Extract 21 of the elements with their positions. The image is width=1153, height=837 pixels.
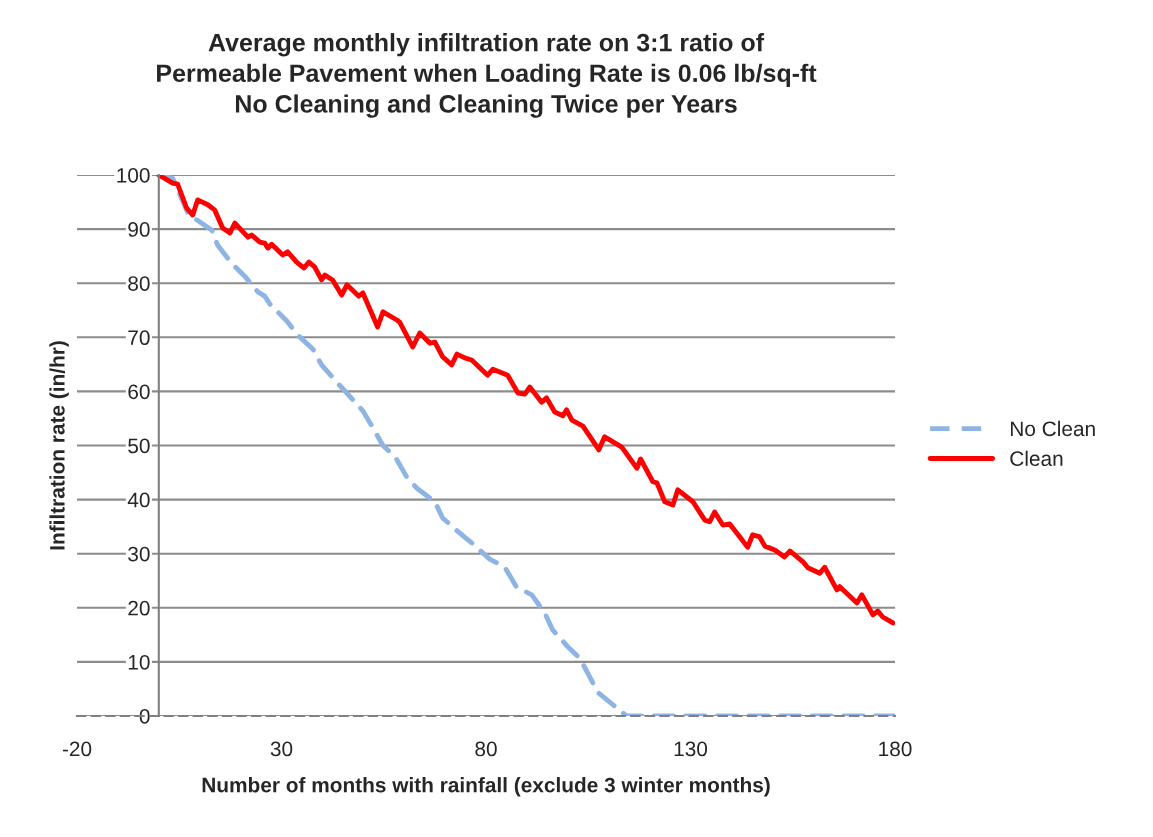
x-tick-label: 30 [270, 741, 293, 757]
y-tick-label: 100 [117, 168, 150, 183]
y-tick-label: 10 [128, 654, 150, 670]
x-tick-label: -20 [62, 741, 92, 757]
y-tick-label: 80 [128, 276, 150, 291]
legend-label: Clean [1010, 450, 1063, 467]
y-axis-title: Infiltration rate (in/hr) [49, 341, 69, 550]
x-tick-label: 130 [674, 741, 708, 757]
chart-title: Average monthly infiltration rate on 3:1 ratio of Permeable Pavement when Loading Rate is 0.06 lb/sq-ft No Cleaning and Cleaning Twice per Years [157, 33, 817, 118]
y-tick-label: 50 [128, 438, 150, 454]
x-axis-title: Number of months with rainfall (exclude 3 winter months) [202, 777, 770, 797]
y-tick-label: 70 [128, 330, 150, 346]
y-tick-label: 60 [128, 384, 150, 400]
line-series [156, 175, 895, 626]
y-tick-label: 20 [128, 600, 150, 616]
x-tick-label: 80 [475, 741, 497, 757]
y-tick-label: 90 [128, 222, 150, 237]
y-tick-label: 30 [128, 546, 150, 562]
legend-label: No Clean [1010, 420, 1095, 437]
x-tick-label: 180 [879, 741, 912, 757]
y-tick-label: 40 [127, 492, 150, 508]
